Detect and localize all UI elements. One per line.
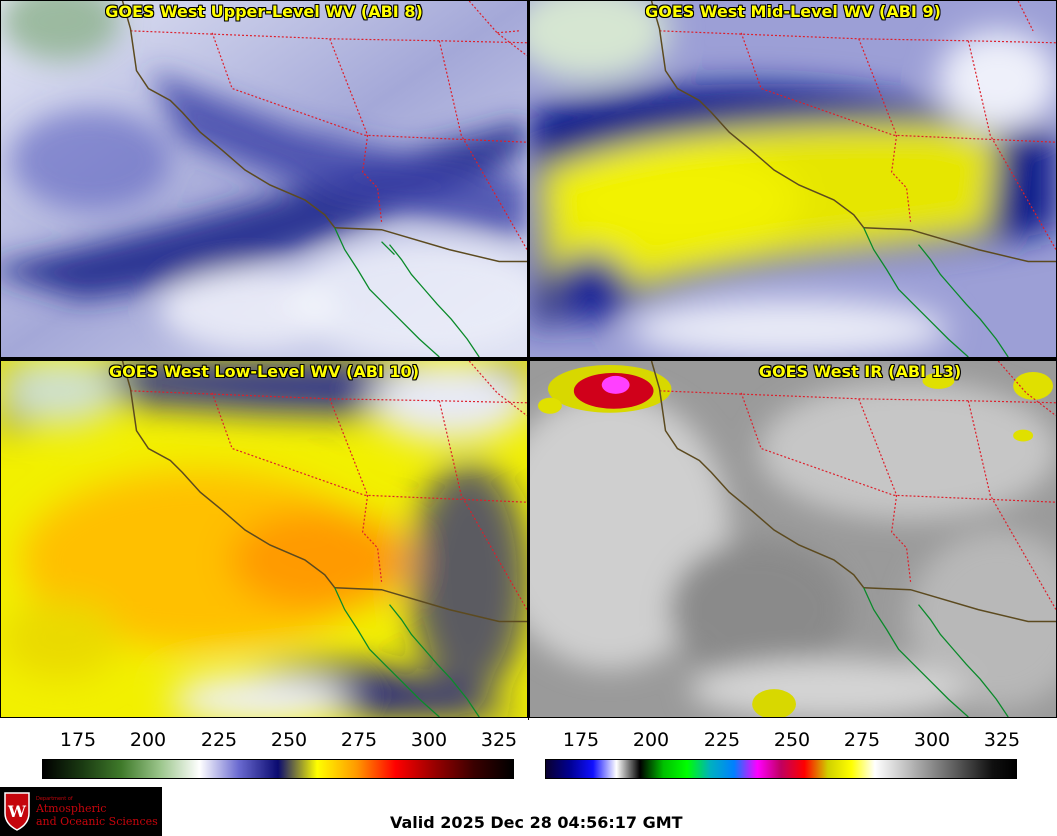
logo-name-line1: Atmospheric bbox=[36, 802, 107, 815]
panel-divider-vertical bbox=[528, 0, 529, 720]
panel-title: GOES West IR (ABI 13) bbox=[758, 362, 962, 381]
colorbar-tick: 200 bbox=[129, 729, 167, 751]
infrared-colorbar: 175 200 225 250 275 300 325 bbox=[545, 725, 1021, 781]
panel-upper-level-wv: GOES West Upper-Level WV (ABI 8) bbox=[0, 0, 528, 358]
panel-title: GOES West Mid-Level WV (ABI 9) bbox=[645, 2, 941, 21]
panel-title: GOES West Upper-Level WV (ABI 8) bbox=[105, 2, 423, 21]
colorbar-tick: 325 bbox=[983, 729, 1021, 751]
colorbar-tick: 200 bbox=[632, 729, 670, 751]
infrared-imagery bbox=[530, 361, 1056, 717]
colorbar-tick-labels: 175 200 225 250 275 300 325 bbox=[545, 725, 1021, 755]
colorbar-tick: 275 bbox=[843, 729, 881, 751]
low-level-wv-imagery bbox=[1, 361, 527, 717]
logo-department-label: Department of bbox=[36, 796, 73, 802]
panel-mid-level-wv: GOES West Mid-Level WV (ABI 9) bbox=[529, 0, 1057, 358]
colorbar-tick: 175 bbox=[59, 729, 97, 751]
colorbar-tick: 275 bbox=[340, 729, 378, 751]
uw-crest-icon: W bbox=[4, 792, 30, 831]
colorbar-tick: 175 bbox=[562, 729, 600, 751]
colorbar-tick: 325 bbox=[480, 729, 518, 751]
upper-level-wv-imagery bbox=[1, 1, 527, 357]
colorbar-tick: 300 bbox=[410, 729, 448, 751]
mid-level-wv-imagery bbox=[530, 1, 1056, 357]
colorbar-tick-labels: 175 200 225 250 275 300 325 bbox=[42, 725, 518, 755]
colorbar-gradient bbox=[545, 759, 1017, 779]
colorbar-tick: 300 bbox=[913, 729, 951, 751]
colorbar-gradient bbox=[42, 759, 514, 779]
colorbar-tick: 250 bbox=[270, 729, 308, 751]
svg-text:W: W bbox=[7, 802, 27, 821]
aos-logo[interactable]: W Department of Atmospheric and Oceanic … bbox=[0, 787, 162, 836]
colorbar-tick: 225 bbox=[703, 729, 741, 751]
panel-title: GOES West Low-Level WV (ABI 10) bbox=[108, 362, 419, 381]
logo-name-line2: and Oceanic Sciences bbox=[36, 815, 158, 828]
colorbar-tick: 225 bbox=[200, 729, 238, 751]
panel-low-level-wv: GOES West Low-Level WV (ABI 10) bbox=[0, 360, 528, 718]
panel-infrared: GOES West IR (ABI 13) bbox=[529, 360, 1057, 718]
water-vapor-colorbar: 175 200 225 250 275 300 325 bbox=[42, 725, 518, 781]
colorbar-tick: 250 bbox=[773, 729, 811, 751]
valid-time: Valid 2025 Dec 28 04:56:17 GMT bbox=[390, 813, 683, 832]
